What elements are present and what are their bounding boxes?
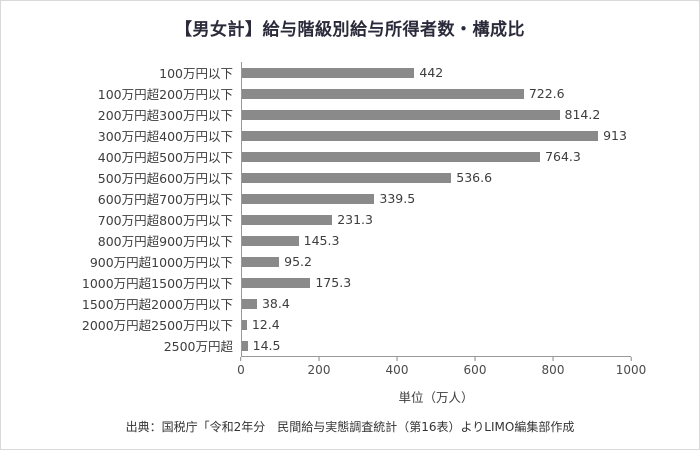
chart-title: 【男女計】給与階級別給与所得者数・構成比 [175, 20, 525, 40]
bar [242, 235, 299, 246]
x-tick: 1000 [615, 357, 647, 377]
x-tick: 0 [237, 357, 245, 377]
category-label: 100万円超200万円以下 [97, 87, 233, 102]
x-tick: 800 [541, 357, 565, 377]
chart-row: 300万円超400万円以下 913 [31, 125, 699, 146]
axis-spacer [31, 387, 241, 406]
tick-mark [474, 357, 476, 361]
category-label: 1500万円超2000万円以下 [81, 297, 233, 312]
chart-rows: 100万円以下 442 100万円超200万円以下 722.6 200万円超300万円以… [31, 62, 699, 356]
bar [242, 151, 541, 162]
bar [242, 193, 375, 204]
category-label: 700万円超800万円以下 [97, 213, 233, 228]
value-label: 14.5 [252, 338, 281, 353]
tick-label: 0 [237, 363, 245, 377]
bar [242, 298, 257, 309]
bar-track: 175.3 [241, 272, 632, 293]
x-tick: 200 [307, 357, 331, 377]
value-label: 231.3 [337, 212, 373, 227]
bar-track: 14.5 [241, 335, 632, 356]
value-label: 12.4 [251, 317, 280, 332]
chart-row: 100万円超200万円以下 722.6 [31, 83, 699, 104]
tick-mark [630, 357, 632, 361]
chart-row: 2500万円超 14.5 [31, 335, 699, 356]
tick-label: 400 [385, 363, 409, 377]
tick-label: 1000 [615, 363, 647, 377]
category-label: 400万円超500万円以下 [97, 150, 233, 165]
value-label: 339.5 [379, 191, 416, 206]
bar-track: 913 [241, 125, 632, 146]
tick-label: 800 [541, 363, 565, 377]
tick-mark [396, 357, 398, 361]
bar-track: 442 [241, 62, 632, 83]
bar-track: 536.6 [241, 167, 632, 188]
bar-track: 814.2 [241, 104, 632, 125]
chart-row: 800万円超900万円以下 145.3 [31, 230, 699, 251]
x-axis-row: 0 200 400 600 800 1000 [31, 356, 699, 383]
bar-track: 764.3 [241, 146, 632, 167]
bar [242, 88, 524, 99]
chart-row: 400万円超500万円以下 764.3 [31, 146, 699, 167]
tick-label: 600 [463, 363, 487, 377]
bar [242, 109, 560, 120]
value-label: 175.3 [315, 275, 352, 290]
category-label: 900万円超1000万円以下 [89, 255, 233, 270]
x-axis-label: 単位（万人） [398, 390, 474, 405]
bar [242, 172, 452, 183]
chart-row: 1500万円超2000万円以下 38.4 [31, 293, 699, 314]
tick-label: 200 [307, 363, 331, 377]
bar [242, 340, 248, 351]
value-label: 38.4 [261, 296, 290, 311]
category-label: 300万円超400万円以下 [97, 129, 233, 144]
bar [242, 277, 311, 288]
value-label: 536.6 [456, 170, 493, 185]
category-label: 2000万円超2500万円以下 [81, 318, 233, 333]
chart-row: 200万円超300万円以下 814.2 [31, 104, 699, 125]
chart-row: 700万円超800万円以下 231.3 [31, 209, 699, 230]
bar [242, 67, 415, 78]
x-tick: 600 [463, 357, 487, 377]
tick-mark [318, 357, 320, 361]
bar-track: 339.5 [241, 188, 632, 209]
category-label: 500万円超600万円以下 [97, 171, 233, 186]
bar [242, 214, 333, 225]
category-label: 2500万円超 [163, 339, 233, 354]
bar-track: 722.6 [241, 83, 632, 104]
value-label: 722.6 [528, 86, 565, 101]
value-label: 442 [419, 65, 444, 80]
x-axis: 0 200 400 600 800 1000 [237, 356, 646, 383]
value-label: 814.2 [564, 107, 601, 122]
bar-track: 95.2 [241, 251, 632, 272]
bar-chart: 100万円以下 442 100万円超200万円以下 722.6 200万円超300万円以… [31, 62, 699, 406]
x-axis-label-row: 単位（万人） [31, 387, 699, 406]
value-label: 764.3 [545, 149, 581, 164]
tick-mark [552, 357, 554, 361]
bar-track: 231.3 [241, 209, 632, 230]
category-label: 600万円超700万円以下 [97, 192, 233, 207]
value-label: 913 [603, 128, 627, 143]
chart-row: 500万円超600万円以下 536.6 [31, 167, 699, 188]
category-label: 100万円以下 [159, 66, 233, 81]
chart-row: 100万円以下 442 [31, 62, 699, 83]
category-label: 1000万円超1500万円以下 [81, 276, 233, 291]
value-label: 95.2 [284, 254, 312, 269]
bar [242, 256, 280, 267]
tick-mark [240, 357, 242, 361]
source-note: 出典：国税庁「令和2年分 民間給与実態調査統計（第16表）よりLIMO編集部作成 [125, 420, 575, 434]
value-label: 145.3 [303, 233, 340, 248]
category-label: 800万円超900万円以下 [97, 234, 233, 249]
bar [242, 130, 599, 141]
axis-spacer [31, 356, 241, 383]
x-tick: 400 [385, 357, 409, 377]
bar [242, 319, 247, 330]
bar-track: 12.4 [241, 314, 632, 335]
chart-row: 2000万円超2500万円以下 12.4 [31, 314, 699, 335]
category-label: 200万円超300万円以下 [97, 108, 233, 123]
bar-track: 38.4 [241, 293, 632, 314]
chart-row: 600万円超700万円以下 339.5 [31, 188, 699, 209]
chart-row: 900万円超1000万円以下 95.2 [31, 251, 699, 272]
chart-row: 1000万円超1500万円以下 175.3 [31, 272, 699, 293]
bar-track: 145.3 [241, 230, 632, 251]
